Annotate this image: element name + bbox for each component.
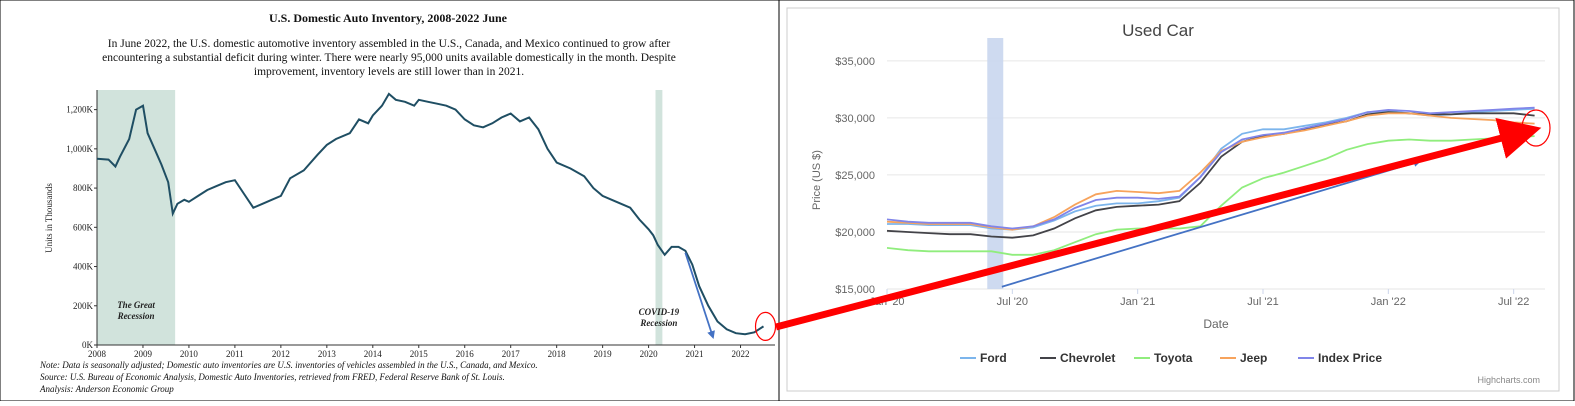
recession-band [655, 90, 663, 345]
inventory-analysis: Analysis: Anderson Economic Group [39, 384, 174, 394]
inventory-y-tick-label: 800K [73, 183, 94, 193]
decline-arrow [684, 252, 715, 340]
inventory-source: Source: U.S. Bureau of Economic Analysis… [40, 372, 505, 382]
highlight-ellipse [754, 311, 777, 341]
recession-label: COVID-19 [639, 307, 680, 317]
inventory-x-tick-label: 2022 [732, 349, 750, 359]
inventory-x-tick-label: 2017 [502, 349, 521, 359]
inventory-x-tick-label: 2014 [364, 349, 383, 359]
annotation-overlay [775, 117, 1542, 331]
recession-label: The Great [117, 300, 155, 310]
inventory-y-tick-label: 0K [82, 340, 94, 350]
connecting-arrow [775, 117, 1542, 331]
legend-label: Index Price [1318, 351, 1382, 365]
legend-label: Chevrolet [1060, 351, 1115, 365]
used-car-x-tick-label: Jul '20 [997, 296, 1028, 308]
inventory-x-tick-label: 2008 [88, 349, 107, 359]
inventory-description-line: In June 2022, the U.S. domestic automoti… [108, 38, 671, 50]
used-car-x-axis-label: Date [1203, 317, 1229, 331]
used-car-x-tick-label: Jan '22 [1371, 296, 1406, 308]
inventory-x-tick-label: 2015 [410, 349, 429, 359]
used-car-x-tick-label: Jan '21 [1120, 296, 1155, 308]
inventory-x-tick-label: 2011 [226, 349, 244, 359]
used-car-y-tick-label: $15,000 [835, 284, 875, 296]
inventory-x-tick-label: 2010 [180, 349, 199, 359]
legend-label: Ford [980, 351, 1007, 365]
used-car-x-tick-label: Jul '22 [1498, 296, 1529, 308]
inventory-description-line: improvement, inventory levels are still … [254, 66, 524, 78]
inventory-x-tick-label: 2012 [272, 349, 290, 359]
series-line-jeep [886, 112, 1535, 231]
inventory-y-tick-label: 1,200K [66, 105, 93, 115]
inventory-x-tick-label: 2018 [548, 349, 567, 359]
used-car-y-tick-label: $35,000 [835, 56, 875, 68]
inventory-y-tick-label: 200K [73, 301, 94, 311]
inventory-x-tick-label: 2016 [456, 349, 475, 359]
used-car-plot-area: $15,000 $20,000 $25,000 $30,000 $35,000 Jan '… [811, 38, 1551, 331]
inventory-x-tick-label: 2009 [134, 349, 153, 359]
inventory-note: Note: Data is seasonally adjusted; Domes… [39, 360, 538, 370]
inventory-x-tick-label: 2019 [594, 349, 613, 359]
legend-label: Jeep [1240, 351, 1267, 365]
used-car-x-tick-label: Jul '21 [1247, 296, 1278, 308]
used-car-y-axis-label: Price (US $) [811, 150, 823, 210]
inventory-description-line: encountering a substantial deficit durin… [102, 52, 676, 64]
inventory-y-tick-label: 1,000K [66, 144, 93, 154]
used-car-y-tick-label: $20,000 [835, 227, 875, 239]
inventory-chart-panel: U.S. Domestic Auto Inventory, 2008-2022 … [0, 0, 780, 402]
used-car-chart-panel: Used Car $15,000 $20,000 $25,000 $30,000 $35… [778, 0, 1575, 402]
inventory-line [96, 92, 765, 336]
inventory-y-tick-label: 400K [73, 262, 94, 272]
highcharts-credit[interactable]: Highcharts.com [1477, 375, 1540, 385]
inventory-x-tick-label: 2021 [686, 349, 704, 359]
inventory-x-tick-label: 2013 [318, 349, 337, 359]
used-car-legend: Ford Chevrolet Toyota Jeep Index Price [960, 351, 1382, 365]
used-car-y-tick-label: $25,000 [835, 170, 875, 182]
series-line-index-price [886, 106, 1535, 230]
used-car-y-tick-label: $30,000 [835, 113, 875, 125]
recession-label: Recession [117, 311, 155, 321]
recession-label: Recession [639, 318, 677, 328]
inventory-y-tick-label: 600K [73, 222, 94, 232]
inventory-chart-title: U.S. Domestic Auto Inventory, 2008-2022 … [269, 11, 508, 25]
inventory-y-axis-label: Units in Thousands [44, 183, 54, 253]
series-line-chevrolet [886, 111, 1535, 239]
recession-band [97, 90, 176, 345]
used-car-chart-title: Used Car [1122, 21, 1194, 40]
legend-label: Toyota [1154, 351, 1193, 365]
trend-arrow [1001, 159, 1422, 288]
inventory-x-tick-label: 2020 [640, 349, 659, 359]
